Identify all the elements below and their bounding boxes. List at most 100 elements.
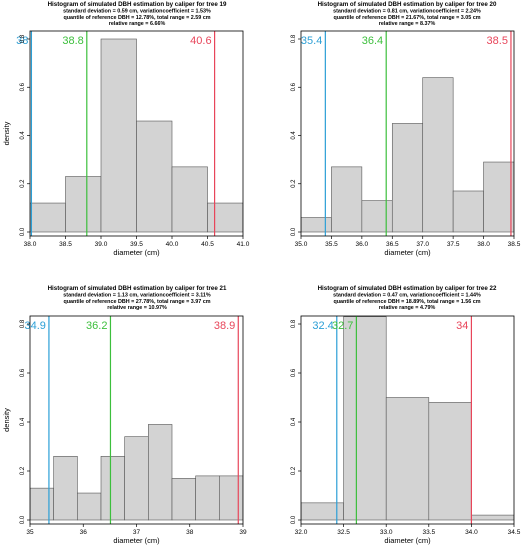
reference-line-label: 38.8 [62, 35, 83, 47]
histogram-bar [171, 166, 208, 233]
histogram-bar [124, 436, 149, 521]
y-tick-label: 0.8 [291, 34, 297, 43]
reference-line-label: 36.2 [86, 320, 107, 332]
y-tick-label: 0.4 [20, 131, 26, 140]
y-tick-label: 0.2 [291, 466, 297, 475]
x-axis-label: diameter (cm) [384, 248, 431, 257]
x-tick-label: 38 [186, 529, 194, 536]
chart-title-line-3: quantile of reference DBH = 27.78%, tota… [63, 299, 210, 305]
reference-line-label: 32.4 [312, 320, 333, 332]
y-tick-label: 0.6 [20, 82, 26, 91]
y-tick-label: 0.4 [20, 417, 26, 426]
histogram-bar [471, 514, 514, 521]
x-tick-label: 38.5 [59, 241, 72, 248]
histogram-bar [53, 455, 78, 521]
histogram-bar [77, 492, 102, 521]
chart-title-line-3: quantile of reference DBH = 21.67%, tota… [333, 15, 480, 21]
y-axis-label: density [2, 121, 11, 145]
y-tick-label: 0.0 [291, 227, 297, 236]
y-axis-label: density [2, 408, 11, 432]
x-tick-label: 36 [80, 529, 88, 536]
x-tick-label: 38.5 [508, 241, 521, 248]
chart-title-line-4: relative range = 4.79% [379, 305, 436, 311]
histogram-bar [385, 397, 430, 521]
reference-line-label: 35.4 [301, 35, 322, 47]
y-tick-label: 0.0 [20, 515, 26, 524]
chart-panel-4: Histogram of simulated DBH estimation by… [291, 285, 521, 545]
x-tick-label: 33.5 [422, 529, 435, 536]
reference-line-label: 34 [456, 320, 468, 332]
x-axis-label: diameter (cm) [384, 536, 431, 545]
y-tick-label: 0.2 [20, 179, 26, 188]
chart-title-line-4: relative range = 6.66% [109, 21, 166, 27]
reference-line-label: 34.9 [25, 320, 46, 332]
x-tick-label: 33.0 [380, 529, 393, 536]
histogram-bar [428, 402, 472, 521]
y-tick-label: 0.8 [20, 319, 26, 328]
chart-title-line-4: relative range = 8.37% [379, 21, 436, 27]
y-tick-label: 0.6 [291, 82, 297, 91]
x-tick-label: 37 [133, 529, 141, 536]
chart-title-line-1: Histogram of simulated DBH estimation by… [48, 1, 227, 8]
histogram-bar [331, 166, 363, 233]
chart-title-line-4: relative range = 10.97% [107, 305, 167, 311]
y-tick-label: 0.0 [20, 227, 26, 236]
y-tick-label: 0.4 [291, 131, 297, 140]
reference-line-label: 38.9 [214, 320, 235, 332]
x-tick-label: 35.5 [325, 241, 338, 248]
histogram-bar [391, 123, 424, 233]
chart-title-line-2: standard deviation = 1.13 cm, variationc… [63, 292, 211, 298]
histogram-bar [361, 200, 393, 233]
histogram-bar [100, 38, 137, 233]
chart-title-line-2: standard deviation = 0.47 cm, variationc… [333, 292, 481, 298]
chart-title-line-3: quantile of reference DBH = 18.89%, tota… [333, 299, 480, 305]
histogram-bar [100, 455, 125, 521]
chart-panel-3: Histogram of simulated DBH estimation by… [2, 285, 247, 545]
bars [301, 316, 514, 521]
bars [301, 77, 514, 233]
y-tick-label: 0.2 [20, 466, 26, 475]
x-tick-label: 36.5 [386, 241, 399, 248]
chart-title-line-2: standard deviation = 0.81 cm, variationc… [333, 8, 481, 14]
x-tick-label: 39.5 [130, 241, 143, 248]
plot-frame [300, 315, 515, 525]
histogram-bar [301, 217, 332, 233]
histogram-bar [65, 176, 102, 233]
chart-title-line-1: Histogram of simulated DBH estimation by… [318, 1, 497, 8]
chart-title-line-1: Histogram of simulated DBH estimation by… [318, 285, 497, 292]
x-tick-label: 34.5 [508, 529, 521, 536]
reference-line-label: 40.6 [190, 35, 211, 47]
x-axis-label: diameter (cm) [113, 536, 160, 545]
x-tick-label: 40.5 [201, 241, 214, 248]
x-tick-label: 39.0 [95, 241, 108, 248]
histogram-bar [136, 120, 173, 233]
chart-title-line-3: quantile of reference DBH = 12.78%, tota… [63, 15, 210, 21]
chart-panel-1: Histogram of simulated DBH estimation by… [2, 1, 250, 257]
plot-frame [300, 30, 515, 237]
histogram-bar [30, 487, 54, 521]
histogram-bar [30, 202, 66, 233]
histogram-bar [195, 475, 220, 521]
reference-line-label: 32.7 [332, 320, 353, 332]
reference-line-label: 38 [16, 35, 28, 47]
x-tick-label: 35 [26, 529, 34, 536]
chart-panel-2: Histogram of simulated DBH estimation by… [291, 1, 521, 257]
y-tick-label: 0.6 [291, 368, 297, 377]
y-tick-label: 0.4 [291, 417, 297, 426]
x-tick-label: 32.0 [295, 529, 308, 536]
y-tick-label: 0.6 [20, 368, 26, 377]
y-tick-label: 0.8 [291, 319, 297, 328]
x-tick-label: 40.0 [166, 241, 179, 248]
y-tick-label: 0.0 [291, 515, 297, 524]
x-tick-label: 38.0 [477, 241, 490, 248]
chart-title-line-2: standard deviation = 0.59 cm, variationc… [63, 8, 211, 14]
bars [30, 38, 243, 233]
chart-title-line-1: Histogram of simulated DBH estimation by… [48, 285, 227, 292]
x-tick-label: 35.0 [295, 241, 308, 248]
reference-line-label: 38.5 [487, 35, 508, 47]
x-tick-label: 39 [239, 529, 247, 536]
x-tick-label: 36.0 [356, 241, 369, 248]
x-tick-label: 37.0 [416, 241, 429, 248]
x-tick-label: 32.5 [337, 529, 350, 536]
